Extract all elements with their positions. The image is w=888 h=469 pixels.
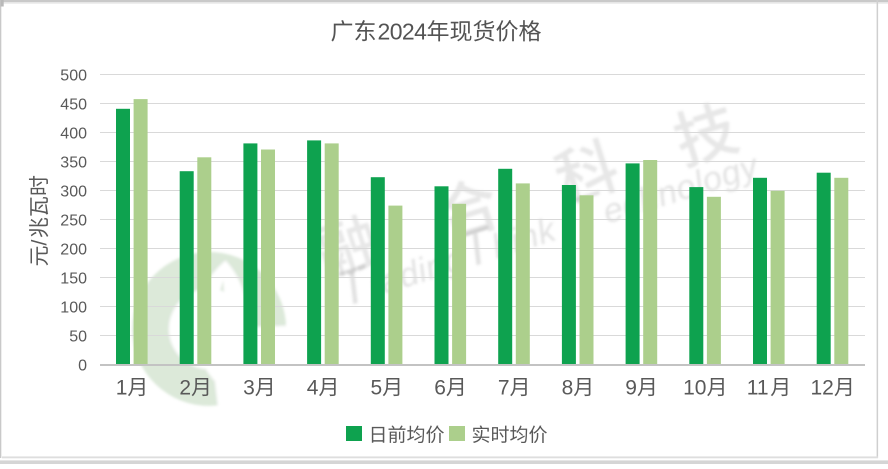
- svg-text:200: 200: [60, 242, 87, 259]
- svg-text:2024: 2024: [378, 19, 428, 45]
- svg-text:350: 350: [60, 155, 87, 172]
- svg-text:7: 7: [498, 377, 510, 400]
- svg-text:3: 3: [243, 377, 255, 400]
- svg-text:1: 1: [116, 377, 128, 400]
- svg-text:12: 12: [811, 377, 834, 400]
- svg-text:300: 300: [60, 184, 87, 201]
- svg-text:250: 250: [60, 213, 87, 230]
- svg-text:2: 2: [179, 377, 191, 400]
- svg-text:10: 10: [683, 377, 706, 400]
- svg-text:500: 500: [60, 68, 87, 85]
- svg-text:8: 8: [562, 377, 574, 400]
- svg-text:150: 150: [60, 271, 87, 288]
- svg-text:400: 400: [60, 126, 87, 143]
- svg-text:5: 5: [371, 377, 383, 400]
- svg-text:100: 100: [60, 300, 87, 317]
- svg-text:6: 6: [434, 377, 446, 400]
- svg-text:/: /: [29, 240, 52, 246]
- svg-text:11: 11: [747, 377, 769, 400]
- svg-text:4: 4: [307, 377, 319, 400]
- svg-text:0: 0: [78, 358, 87, 375]
- svg-text:450: 450: [60, 97, 87, 114]
- svg-text:9: 9: [625, 377, 637, 400]
- svg-text:50: 50: [69, 329, 87, 346]
